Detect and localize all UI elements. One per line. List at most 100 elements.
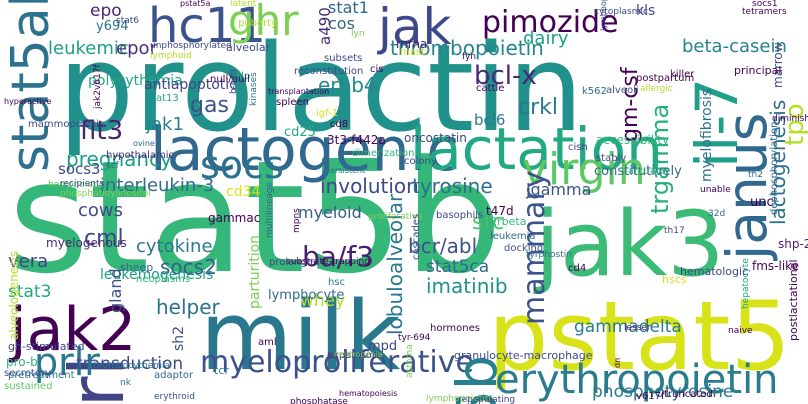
- cloud-word: arcuate: [628, 166, 667, 177]
- cloud-word: dimerization: [352, 148, 415, 159]
- cloud-word: jak2v617f: [93, 64, 103, 109]
- cloud-word: mast: [400, 47, 425, 58]
- cloud-word: igf-1: [316, 108, 339, 119]
- cloud-word: stat3: [8, 282, 52, 302]
- cloud-word: hormones: [430, 323, 480, 334]
- cloud-word: beta-casein: [682, 36, 787, 57]
- cloud-word: cascades: [411, 213, 422, 260]
- cloud-word: postpartum: [636, 73, 695, 84]
- cloud-word: ghr: [228, 0, 299, 45]
- cloud-word: mpns: [292, 208, 302, 233]
- cloud-word: stat6: [116, 16, 139, 26]
- cloud-word: epo: [90, 1, 122, 21]
- cloud-word: leukemia: [490, 231, 536, 242]
- cloud-word: k562: [582, 86, 607, 97]
- cloud-word: stat5b: [8, 127, 503, 308]
- cloud-word: constitutively: [594, 164, 682, 179]
- cloud-word: hematopoiesis: [339, 389, 398, 398]
- cloud-word: parturition: [247, 234, 263, 309]
- cloud-word: diminished: [772, 114, 808, 124]
- cloud-word: colony: [404, 156, 437, 167]
- cloud-word: stat1: [328, 0, 369, 17]
- cloud-word: transduction: [76, 354, 184, 374]
- cloud-word: pro-b: [6, 355, 38, 369]
- cloud-word: repopulating: [458, 395, 516, 404]
- cloud-word: b-cell: [229, 69, 239, 94]
- cloud-word: jak1: [146, 114, 184, 135]
- cloud-word: reconstitution: [294, 66, 364, 77]
- cloud-word: postlactational: [787, 259, 800, 341]
- cloud-word: oncostatin: [404, 131, 467, 145]
- cloud-word: latent: [230, 0, 257, 9]
- cloud-word: allergic: [640, 84, 673, 94]
- cloud-word: unable: [700, 185, 731, 195]
- cloud-word: neoplasms: [136, 274, 191, 285]
- cloud-word: th2: [748, 170, 763, 180]
- cloud-word: th17: [664, 226, 685, 236]
- cloud-word: substrate-trapping: [286, 257, 370, 267]
- cloud-word: epor: [116, 38, 157, 59]
- cloud-word: accessibility: [596, 133, 670, 147]
- cloud-word: sustained: [4, 381, 53, 392]
- cloud-word: thrombopoietin: [390, 36, 544, 60]
- cloud-word: v617f: [636, 391, 665, 402]
- cloud-word: sheep: [120, 261, 154, 274]
- cloud-word: hc11: [148, 0, 266, 54]
- cloud-word: il2rbeta: [484, 215, 527, 228]
- cloud-word: prlr: [34, 340, 100, 384]
- cloud-word: hsc: [328, 277, 346, 288]
- cloud-word: unphosphorylated: [150, 41, 232, 51]
- cloud-word: thrombocythemia: [90, 361, 171, 371]
- cloud-word: milk: [200, 282, 401, 392]
- cloud-word: tyr-694: [398, 333, 431, 343]
- cloud-word: mrna: [396, 37, 428, 51]
- cloud-word: ovine: [133, 139, 155, 148]
- cloud-word: alveoli: [606, 85, 639, 96]
- cloud-word: proliferative: [368, 212, 423, 222]
- cloud-word: gland: [106, 268, 125, 313]
- cloud-word: polycythemia: [88, 73, 183, 89]
- cloud-word: hemopoietic: [48, 180, 104, 190]
- cloud-word: fms-like: [752, 259, 800, 273]
- cloud-word: dairy: [523, 28, 569, 49]
- cloud-word: hyperactive: [4, 97, 52, 106]
- cloud-word: nk: [120, 378, 131, 388]
- cloud-word: multilineage: [265, 181, 275, 238]
- cloud-word: neutropenia: [334, 350, 383, 359]
- cloud-word: persistent: [325, 166, 366, 175]
- cloud-word: cytoplasmic: [594, 7, 648, 17]
- cloud-word: gh-stimulated: [8, 340, 85, 353]
- cloud-word: spleen: [276, 97, 309, 108]
- cloud-word: transplantation: [268, 87, 330, 96]
- cloud-word: stat5ab: [1, 0, 61, 172]
- cloud-word: tetramers: [742, 7, 787, 17]
- cloud-word: tyrosine: [412, 174, 493, 198]
- cloud-word: lymphopenia: [599, 0, 608, 31]
- cloud-word: leukemic: [48, 38, 129, 59]
- cloud-word: pimozide: [482, 5, 619, 40]
- cloud-word: pstat5: [488, 282, 791, 392]
- cloud-word: virgin: [522, 144, 646, 195]
- cloud-word: secretory: [4, 368, 51, 379]
- cloud-word: myeloid: [298, 203, 362, 222]
- cloud-word: gammadelta: [574, 317, 682, 337]
- cloud-word: cytokine: [136, 236, 213, 257]
- cloud-word: pregnancy: [66, 147, 172, 171]
- cloud-word: leukemogenesis: [100, 267, 214, 283]
- cloud-word: recipients: [60, 179, 105, 189]
- cloud-word: whey: [300, 291, 346, 311]
- cloud-word: stat5ca: [426, 257, 490, 277]
- cloud-word: subsets: [324, 53, 363, 64]
- cloud-word: bcl6: [474, 111, 506, 129]
- cloud-word: prolactin: [58, 20, 584, 159]
- cloud-word: tcr: [214, 364, 229, 377]
- cloud-word: t47d: [486, 204, 514, 218]
- cloud-word: lyn: [351, 29, 365, 39]
- cloud-word: cd34: [226, 184, 261, 200]
- cloud-word: cd4: [568, 263, 587, 274]
- cloud-word: dephosphorylation: [769, 121, 780, 215]
- cloud-word: expansion: [327, 350, 379, 361]
- cloud-word: 32d: [708, 209, 726, 219]
- cloud-word: socs: [200, 143, 284, 187]
